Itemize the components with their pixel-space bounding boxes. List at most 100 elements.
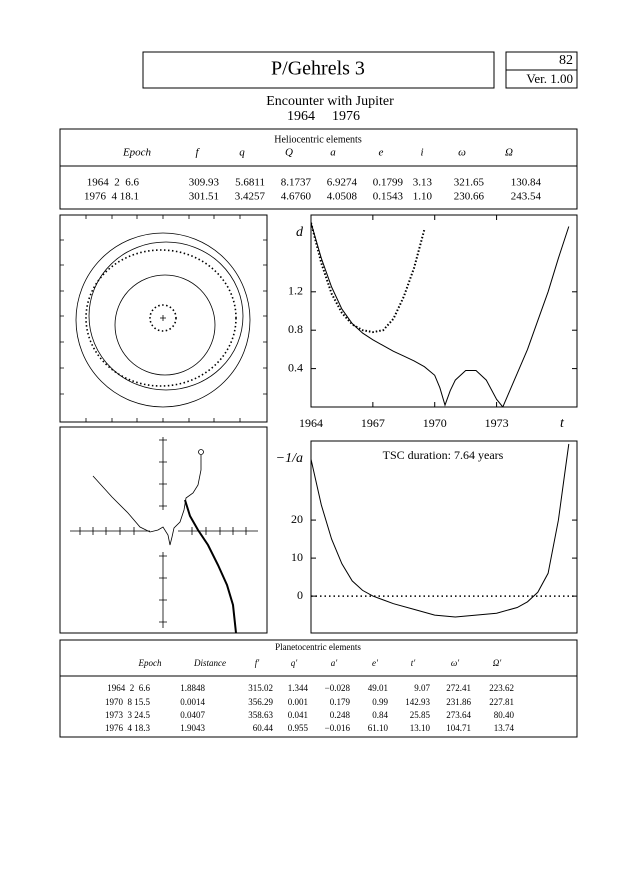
table-cell: 8.1737 — [281, 177, 312, 189]
column-header: a — [330, 147, 336, 159]
axes-cross — [70, 437, 258, 628]
y-tick-label: 0.8 — [288, 322, 303, 336]
table-cell: 0.955 — [288, 723, 309, 733]
annotation: TSC duration: 7.64 years — [383, 448, 504, 462]
table-cell: 1970 8 15.5 — [105, 697, 151, 707]
column-header: Distance — [193, 658, 226, 668]
column-header: i — [420, 147, 423, 159]
axis-ticks — [79, 439, 247, 623]
column-header: Epoch — [122, 147, 152, 159]
table-cell: 1964 2 6.6 — [107, 683, 150, 693]
page-number: 82 — [559, 53, 573, 68]
frame-ticks — [60, 215, 267, 422]
table-cell: 1964 2 6.6 — [87, 177, 140, 189]
column-header: a′ — [331, 658, 339, 668]
table-cell: 358.63 — [248, 710, 273, 720]
table-cell: 321.65 — [454, 177, 485, 189]
column-header: Ω — [505, 147, 513, 159]
y-axis-label: d — [296, 225, 304, 240]
trajectory-dotted — [184, 499, 237, 634]
table-cell: 142.93 — [405, 697, 430, 707]
year: 1964 — [287, 109, 315, 124]
title-box — [142, 51, 495, 89]
column-header: q — [239, 147, 245, 159]
table-cell: 315.02 — [248, 683, 273, 693]
trajectory-diagram — [59, 426, 268, 634]
table-cell: −0.028 — [325, 683, 351, 693]
orbit — [114, 274, 216, 376]
table-cell: 3.13 — [413, 177, 433, 189]
table-cell: 25.85 — [410, 710, 431, 720]
table-cell: 0.1543 — [373, 191, 404, 203]
table-cell: 1973 3 24.5 — [105, 710, 151, 720]
table-cell: 273.64 — [446, 710, 471, 720]
table-cell: 104.71 — [446, 723, 471, 733]
plot-frame — [310, 214, 578, 408]
x-tick-label: 1970 — [423, 416, 447, 430]
column-header: q′ — [291, 658, 299, 668]
sun-marker — [160, 315, 166, 321]
panel-frame — [59, 214, 268, 423]
table-cell: 1.344 — [288, 683, 309, 693]
table-cell: 6.9274 — [327, 177, 358, 189]
x-tick-label: 1964 — [299, 416, 323, 430]
table-title: Planetocentric elements — [275, 642, 361, 652]
line — [311, 443, 570, 618]
table-cell: 130.84 — [511, 177, 542, 189]
table-cell: 0.0407 — [180, 710, 205, 720]
y-tick-label: 1.2 — [288, 284, 303, 298]
y-axis-label: −1/a — [276, 451, 303, 466]
column-header: ω — [458, 147, 466, 159]
y-tick-label: 20 — [291, 512, 303, 526]
table-cell: 13.74 — [494, 723, 515, 733]
orbit-dotted — [85, 249, 237, 387]
table-cell: 1.9043 — [180, 723, 205, 733]
x-axis-label: t — [560, 416, 565, 431]
column-header: e′ — [372, 658, 379, 668]
table-cell: 61.10 — [368, 723, 389, 733]
table-cell: 0.84 — [372, 710, 388, 720]
table-cell: 1976 4 18.3 — [105, 723, 151, 733]
column-header: t′ — [411, 658, 417, 668]
table-title: Heliocentric elements — [274, 134, 362, 145]
table-cell: 80.40 — [494, 710, 515, 720]
table-cell: 309.93 — [189, 177, 220, 189]
table-cell: 9.07 — [414, 683, 430, 693]
column-header: Epoch — [138, 658, 162, 668]
table-cell: 0.1799 — [373, 177, 404, 189]
panel-frame — [59, 426, 268, 634]
x-tick-label: 1973 — [485, 416, 509, 430]
year: 1976 — [332, 109, 360, 124]
column-header: Ω′ — [493, 658, 503, 668]
orbit — [88, 241, 244, 391]
table-cell: 49.01 — [368, 683, 388, 693]
line — [311, 222, 570, 407]
table-cell: −0.016 — [325, 723, 351, 733]
column-header: Q — [285, 147, 293, 159]
x-tick-label: 1967 — [361, 416, 385, 430]
y-tick-label: 0 — [297, 588, 303, 602]
column-header: ω′ — [451, 658, 460, 668]
orbit-diagram — [59, 214, 268, 423]
table-cell: 301.51 — [189, 191, 219, 203]
y-tick-label: 10 — [291, 550, 303, 564]
table-cell: 223.62 — [489, 683, 514, 693]
plot-frame — [310, 440, 578, 634]
orbit — [75, 232, 251, 408]
table-cell: 231.86 — [446, 697, 471, 707]
table-cell: 60.44 — [253, 723, 274, 733]
table-cell: 4.6760 — [281, 191, 312, 203]
table-cell: 0.179 — [330, 697, 351, 707]
table-cell: 4.0508 — [327, 191, 358, 203]
table-cell: 5.6811 — [235, 177, 265, 189]
table-cell: 13.10 — [410, 723, 431, 733]
orbit-dotted — [149, 304, 177, 332]
trajectory — [92, 455, 202, 546]
table-cell: 243.54 — [511, 191, 542, 203]
table-cell: 1976 4 18.1 — [84, 191, 139, 203]
start-marker — [198, 449, 204, 455]
y-tick-label: 0.4 — [288, 360, 303, 374]
heliocentric-box — [59, 128, 578, 210]
version: Ver. 1.00 — [526, 71, 573, 86]
